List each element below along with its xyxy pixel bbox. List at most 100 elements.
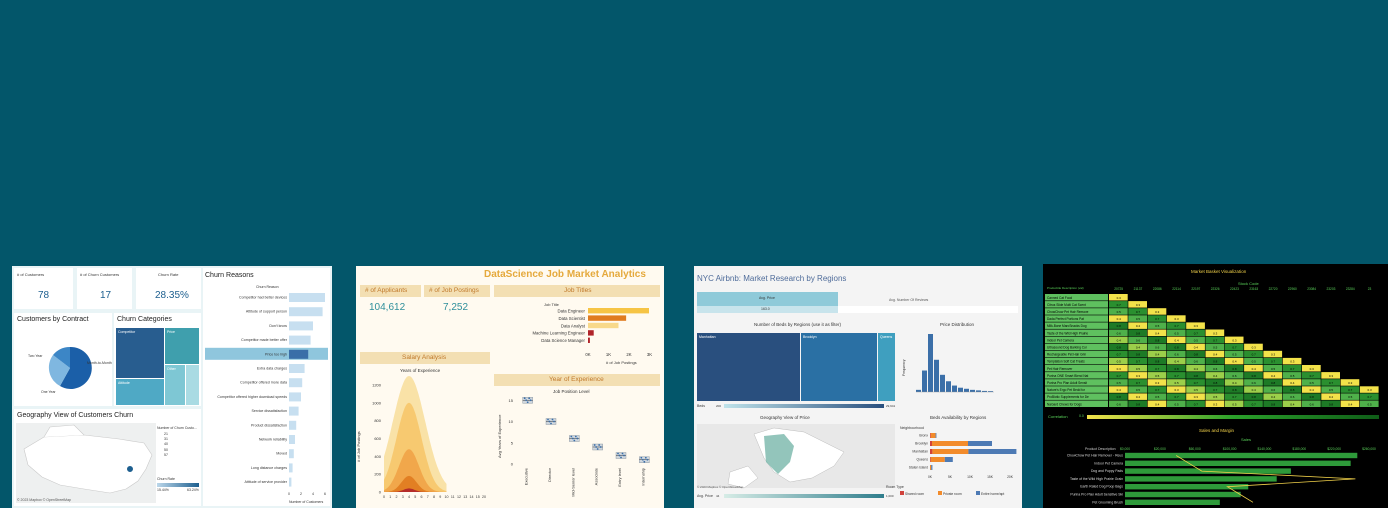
- heatmap-value: 0.3: [1155, 310, 1160, 314]
- heatmap-cell: [1128, 365, 1147, 372]
- heatmap-cell: [1205, 350, 1225, 358]
- dashboard-title: Market Basket Visualization: [1191, 269, 1247, 274]
- heatmap-value: 0.7: [1155, 388, 1160, 392]
- level-label: Associate: [594, 467, 599, 485]
- heatmap-cell: [1244, 379, 1263, 386]
- heatmap-value: 0.8: [1117, 346, 1122, 350]
- reason-bar: [289, 364, 305, 373]
- treemap-queens[interactable]: Queens: [878, 333, 895, 401]
- heatmap-cell: [1186, 322, 1205, 329]
- treemap-cell-price[interactable]: Price: [165, 328, 199, 364]
- heatmap-cell: [1147, 379, 1167, 386]
- heatmap-value: 0.7: [1213, 388, 1218, 392]
- heatmap-cell: [1109, 294, 1128, 301]
- heatmap-value: 0.4: [1155, 331, 1160, 335]
- heatmap-cell: [1147, 393, 1167, 400]
- heatmap-cell: [1147, 386, 1167, 393]
- reason-label: Moved: [276, 452, 287, 456]
- heatmap-cell: [1109, 343, 1128, 351]
- axis-tick: 10K: [967, 475, 974, 479]
- experience-header: Year of Experience: [494, 374, 660, 386]
- pie-label: Two Year: [28, 354, 43, 358]
- axis-tick: 400: [374, 454, 381, 459]
- box-point: [573, 439, 576, 442]
- heatmap-cell: [1186, 400, 1205, 407]
- heatmap-cell: [1109, 365, 1128, 372]
- dashboard-thumbnail-market-basket[interactable]: Market Basket Visualization Stock Code P…: [1043, 264, 1388, 508]
- heatmap-cell: [1244, 350, 1263, 358]
- heatmap-cell: [1302, 379, 1321, 386]
- histogram-bar: [940, 374, 945, 392]
- heatmap-value: 0.7: [1194, 381, 1199, 385]
- heatmap-value: 0.8: [1117, 395, 1122, 399]
- tab-avg-price[interactable]: Avg. Price: [697, 292, 838, 306]
- heatmap-value: 0.7: [1117, 303, 1122, 307]
- heatmap-value: 0.8: [1194, 374, 1199, 378]
- heatmap-value: 0.5: [1136, 367, 1141, 371]
- heatmap-cell: [1166, 386, 1186, 393]
- box-point: [621, 452, 624, 455]
- sales-product-label: ChowChow Pet Hair Remover - Reus: [1067, 454, 1123, 458]
- axis-tick: 3K: [647, 352, 652, 357]
- heatmap-cell: [1166, 379, 1186, 386]
- heatmap-cell: [1224, 343, 1244, 351]
- axis-tick: 5K: [948, 475, 953, 479]
- product-label: NaGard Chews for Dogs: [1047, 402, 1082, 406]
- product-label: Citrus Slide Multi Cat Scent: [1047, 303, 1086, 307]
- treemap-cell-other[interactable]: Other: [165, 365, 185, 405]
- stock-code-label: 22720: [1269, 287, 1278, 291]
- heatmap-value: 0.6: [1271, 388, 1276, 392]
- product-row-label-bg: [1045, 400, 1108, 407]
- pie-label: One Year: [41, 390, 56, 394]
- tab-avg-reviews[interactable]: Avg. Number Of Reviews: [889, 298, 929, 302]
- reason-label: Price too high: [265, 352, 287, 356]
- treemap-cell-attitude[interactable]: Attitude: [116, 379, 164, 405]
- heatmap-cell: [1244, 343, 1263, 351]
- dashboard-thumbnail-churn[interactable]: # of Customers 78 # of Churn Customers 1…: [12, 266, 332, 508]
- heatmap-value: 0.4: [1310, 388, 1315, 392]
- box-point: [523, 397, 526, 400]
- axis-tick: 15: [509, 398, 514, 403]
- axis-tick: 10: [509, 419, 514, 424]
- heatmap-value: 0.5: [1329, 388, 1334, 392]
- churn-rate-legend-label: Churn Rate: [157, 477, 175, 481]
- area-layer: [384, 449, 447, 492]
- panel-title: Beds Availability by Regions: [930, 415, 987, 420]
- histogram-bar: [982, 390, 987, 392]
- treemap-manhattan[interactable]: Manhattan: [697, 333, 800, 401]
- product-row-label-bg: [1045, 372, 1108, 379]
- job-title-label: Data Analyst: [561, 323, 586, 328]
- reason-bar: [289, 392, 301, 402]
- heatmap-value: 0.3: [1252, 346, 1257, 350]
- treemap-brooklyn[interactable]: Brooklyn: [801, 333, 877, 401]
- heatmap-value: 0.6: [1117, 331, 1122, 335]
- column-header: Neighbourhood: [900, 426, 924, 430]
- treemap-cell-misc[interactable]: [186, 365, 199, 405]
- dashboard-thumbnail-airbnb[interactable]: NYC Airbnb: Market Research by Regions A…: [694, 266, 1022, 508]
- heatmap-value: 0.3: [1329, 374, 1334, 378]
- price-legend-label: Avg. Price: [697, 494, 713, 498]
- treemap-cell-competitor[interactable]: Competitor: [116, 328, 164, 378]
- heatmap-value: 0.7: [1232, 395, 1237, 399]
- heatmap-cell: [1109, 386, 1128, 393]
- dashboard-thumbnail-job-market[interactable]: DataScience Job Market Analytics # of Ap…: [356, 266, 664, 508]
- heatmap-value: 0.8: [1213, 381, 1218, 385]
- heatmap-value: 0.3: [1348, 381, 1353, 385]
- axis-tick: 1K: [606, 352, 611, 357]
- area-layer: [384, 488, 447, 492]
- histogram-bar: [928, 334, 933, 392]
- heatmap-value: 0.8: [1213, 360, 1218, 364]
- stock-code-label: 22086: [1153, 287, 1162, 291]
- availability-bar: [930, 457, 931, 462]
- heatmap-cell: [1205, 386, 1225, 393]
- tab-avg-price-value: 163.0: [697, 306, 838, 313]
- heatmap-value: 0.8: [1252, 374, 1257, 378]
- heatmap-value: 0.8: [1155, 338, 1160, 342]
- job-title-label: Data Engineer: [558, 309, 586, 314]
- heatmap-cell: [1282, 372, 1302, 379]
- neighbourhood-label: Queens: [916, 458, 928, 462]
- box-point: [529, 399, 532, 402]
- stock-code-label: 23163: [1249, 287, 1258, 291]
- heatmap-cell: [1205, 343, 1225, 351]
- heatmap-value: 0.8: [1310, 395, 1315, 399]
